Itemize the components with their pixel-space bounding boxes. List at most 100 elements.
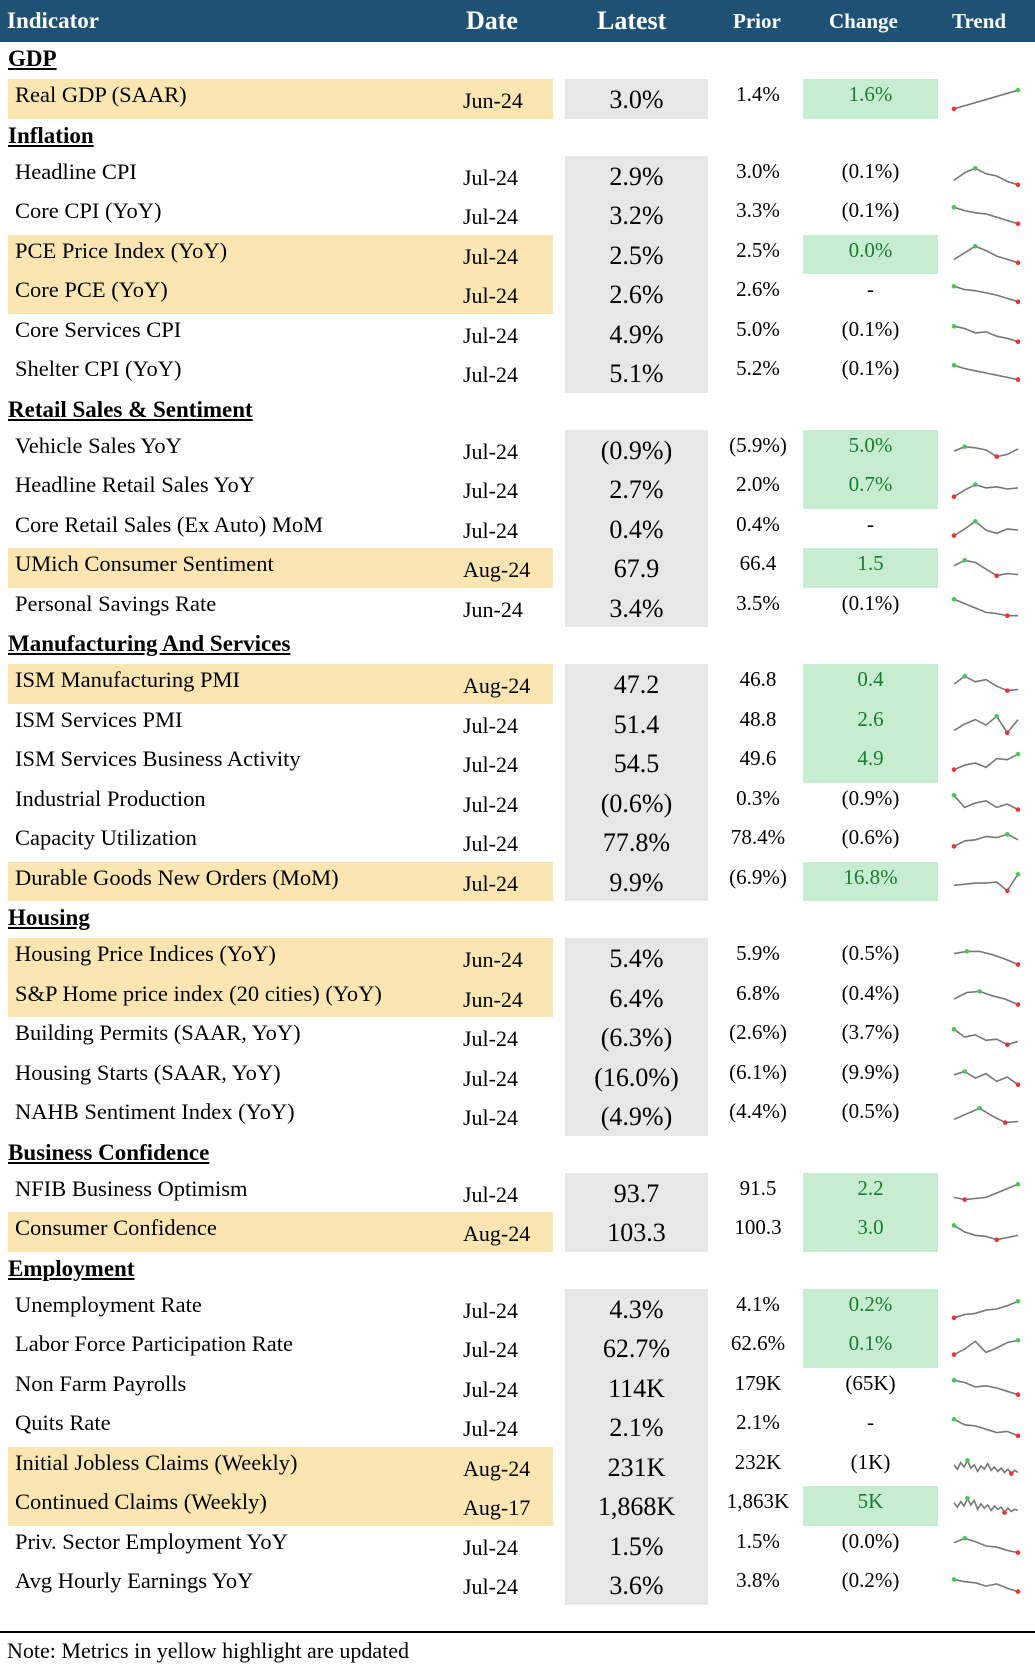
sparkline-high-point <box>973 518 978 524</box>
sparkline-low-point <box>951 767 957 772</box>
header-date: Date <box>466 6 518 35</box>
table-row: Core Retail Sales (Ex Auto) MoM Jul-24 0.4… <box>0 508 1035 548</box>
prior-cell: 3.3% <box>712 195 804 235</box>
sparkline-high-point <box>965 1457 970 1463</box>
sparkline-high-point <box>1015 1338 1021 1343</box>
indicator-date: Jul-24 <box>463 322 518 348</box>
sparkline-line <box>953 950 1019 966</box>
change-cell: - <box>803 274 938 314</box>
indicator-date: Jul-24 <box>463 438 518 464</box>
indicator-cell: PCE Price Index (YoY) Jul-24 <box>8 234 553 274</box>
change-cell: - <box>803 1407 938 1447</box>
prior-value: (5.9%) <box>729 432 787 457</box>
indicator-date: Jul-24 <box>463 243 518 269</box>
indicator-date: Aug-24 <box>463 557 531 582</box>
sparkline-high-point <box>951 323 957 329</box>
sparkline-line <box>953 1536 1019 1553</box>
prior-cell: 48.8 <box>712 704 804 744</box>
trend-cell <box>946 1096 1026 1136</box>
prior-value: 2.1% <box>736 1410 780 1434</box>
prior-cell: (2.6%) <box>712 1017 804 1057</box>
prior-value: 2.0% <box>736 472 780 496</box>
latest-cell: 5.1% <box>565 353 708 393</box>
sparkline-low-point <box>1002 1120 1008 1125</box>
prior-value: 4.1% <box>736 1291 780 1316</box>
sparkline-icon <box>951 596 1018 618</box>
sparkline-low-point <box>1015 962 1021 967</box>
prior-cell: 78.4% <box>712 822 804 862</box>
indicator-name: Initial Jobless Claims (Weekly) <box>15 1449 298 1475</box>
table-row: Building Permits (SAAR, YoY) Jul-24 (6.3%)… <box>0 1017 1035 1057</box>
prior-cell: 232K <box>712 1447 804 1487</box>
latest-value: 93.7 <box>613 1178 660 1208</box>
latest-value: 1,868K <box>597 1492 676 1521</box>
sparkline-low-point <box>1015 1001 1021 1007</box>
latest-value: 103.3 <box>607 1218 666 1247</box>
latest-cell: 54.5 <box>565 743 708 783</box>
prior-value: 5.9% <box>736 941 780 965</box>
indicator-name: Vehicle Sales YoY <box>15 432 182 458</box>
table-row: Headline CPI Jul-24 2.9% 3.0% (0.1%) <box>0 155 1035 195</box>
change-cell: (0.1%) <box>803 588 938 628</box>
indicator-name: UMich Consumer Sentiment <box>15 551 274 576</box>
prior-value: 179K <box>734 1370 782 1395</box>
sparkline-high-point <box>951 284 957 289</box>
trend-cell <box>946 938 1026 978</box>
indicator-date: Jul-24 <box>463 164 518 190</box>
change-value: (0.2%) <box>841 1568 900 1592</box>
sparkline-line <box>953 206 1019 225</box>
sparkline-low-point <box>1015 1081 1021 1087</box>
change-value: 0.1% <box>848 1331 893 1355</box>
latest-value: (16.0%) <box>594 1062 679 1092</box>
indicator-cell: Continued Claims (Weekly) Aug-17 <box>8 1486 553 1526</box>
header-trend: Trend <box>952 9 1007 33</box>
indicator-cell: Non Farm Payrolls Jul-24 <box>8 1368 553 1408</box>
sparkline-icon <box>951 1223 1019 1242</box>
sparkline-line <box>953 873 1019 892</box>
sparkline-low-point <box>962 1196 967 1202</box>
trend-cell <box>946 195 1026 235</box>
change-cell: 0.1% <box>803 1328 938 1368</box>
trend-cell <box>946 274 1026 314</box>
indicator-name: Core Retail Sales (Ex Auto) MoM <box>15 511 324 537</box>
latest-cell: 3.0% <box>565 79 708 119</box>
latest-value: 2.9% <box>609 161 664 191</box>
section-title: Business Confidence <box>8 1139 210 1165</box>
prior-cell: 5.2% <box>712 353 804 393</box>
sparkline-high-point <box>994 713 999 719</box>
latest-cell: 47.2 <box>565 664 708 704</box>
section-header: Business Confidence <box>0 1136 1035 1173</box>
latest-cell: 5.4% <box>565 938 708 978</box>
sparkline-low-point <box>1015 338 1021 344</box>
indicator-cell: Initial Jobless Claims (Weekly) Aug-24 <box>8 1446 553 1486</box>
trend-cell <box>946 1486 1026 1526</box>
prior-value: 3.8% <box>736 1568 780 1592</box>
table-row: Non Farm Payrolls Jul-24 114K 179K (65K) <box>0 1367 1035 1408</box>
indicator-cell: Labor Force Participation Rate Jul-24 <box>8 1328 553 1368</box>
prior-cell: 5.0% <box>712 314 804 354</box>
trend-cell <box>946 783 1026 823</box>
sparkline-line <box>953 559 1019 577</box>
indicator-date: Jun-24 <box>463 596 523 622</box>
indicator-cell: ISM Manufacturing PMI Aug-24 <box>8 664 553 704</box>
sparkline-icon <box>951 482 1019 499</box>
prior-value: 0.4% <box>736 511 780 536</box>
indicator-name: PCE Price Index (YoY) <box>15 237 228 263</box>
change-cell: (65K) <box>803 1368 938 1408</box>
indicator-date: Jul-24 <box>463 1065 518 1091</box>
change-value: (3.7%) <box>841 1020 900 1044</box>
change-cell: (0.1%) <box>803 353 938 393</box>
sparkline-icon <box>953 243 1021 265</box>
change-value: 2.6 <box>857 706 884 731</box>
indicator-date: Aug-17 <box>463 1495 531 1520</box>
trend-cell <box>946 469 1026 509</box>
trend-cell <box>946 588 1026 628</box>
sparkline-high-point <box>962 443 967 449</box>
indicator-date: Jul-24 <box>463 1297 518 1323</box>
latest-cell: 3.4% <box>565 587 708 627</box>
indicator-date: Jul-24 <box>463 1416 518 1441</box>
sparkline-line <box>953 714 1019 734</box>
indicator-date: Jul-24 <box>463 362 518 387</box>
latest-cell: (0.6%) <box>565 782 708 822</box>
change-cell: (0.4%) <box>803 978 938 1018</box>
